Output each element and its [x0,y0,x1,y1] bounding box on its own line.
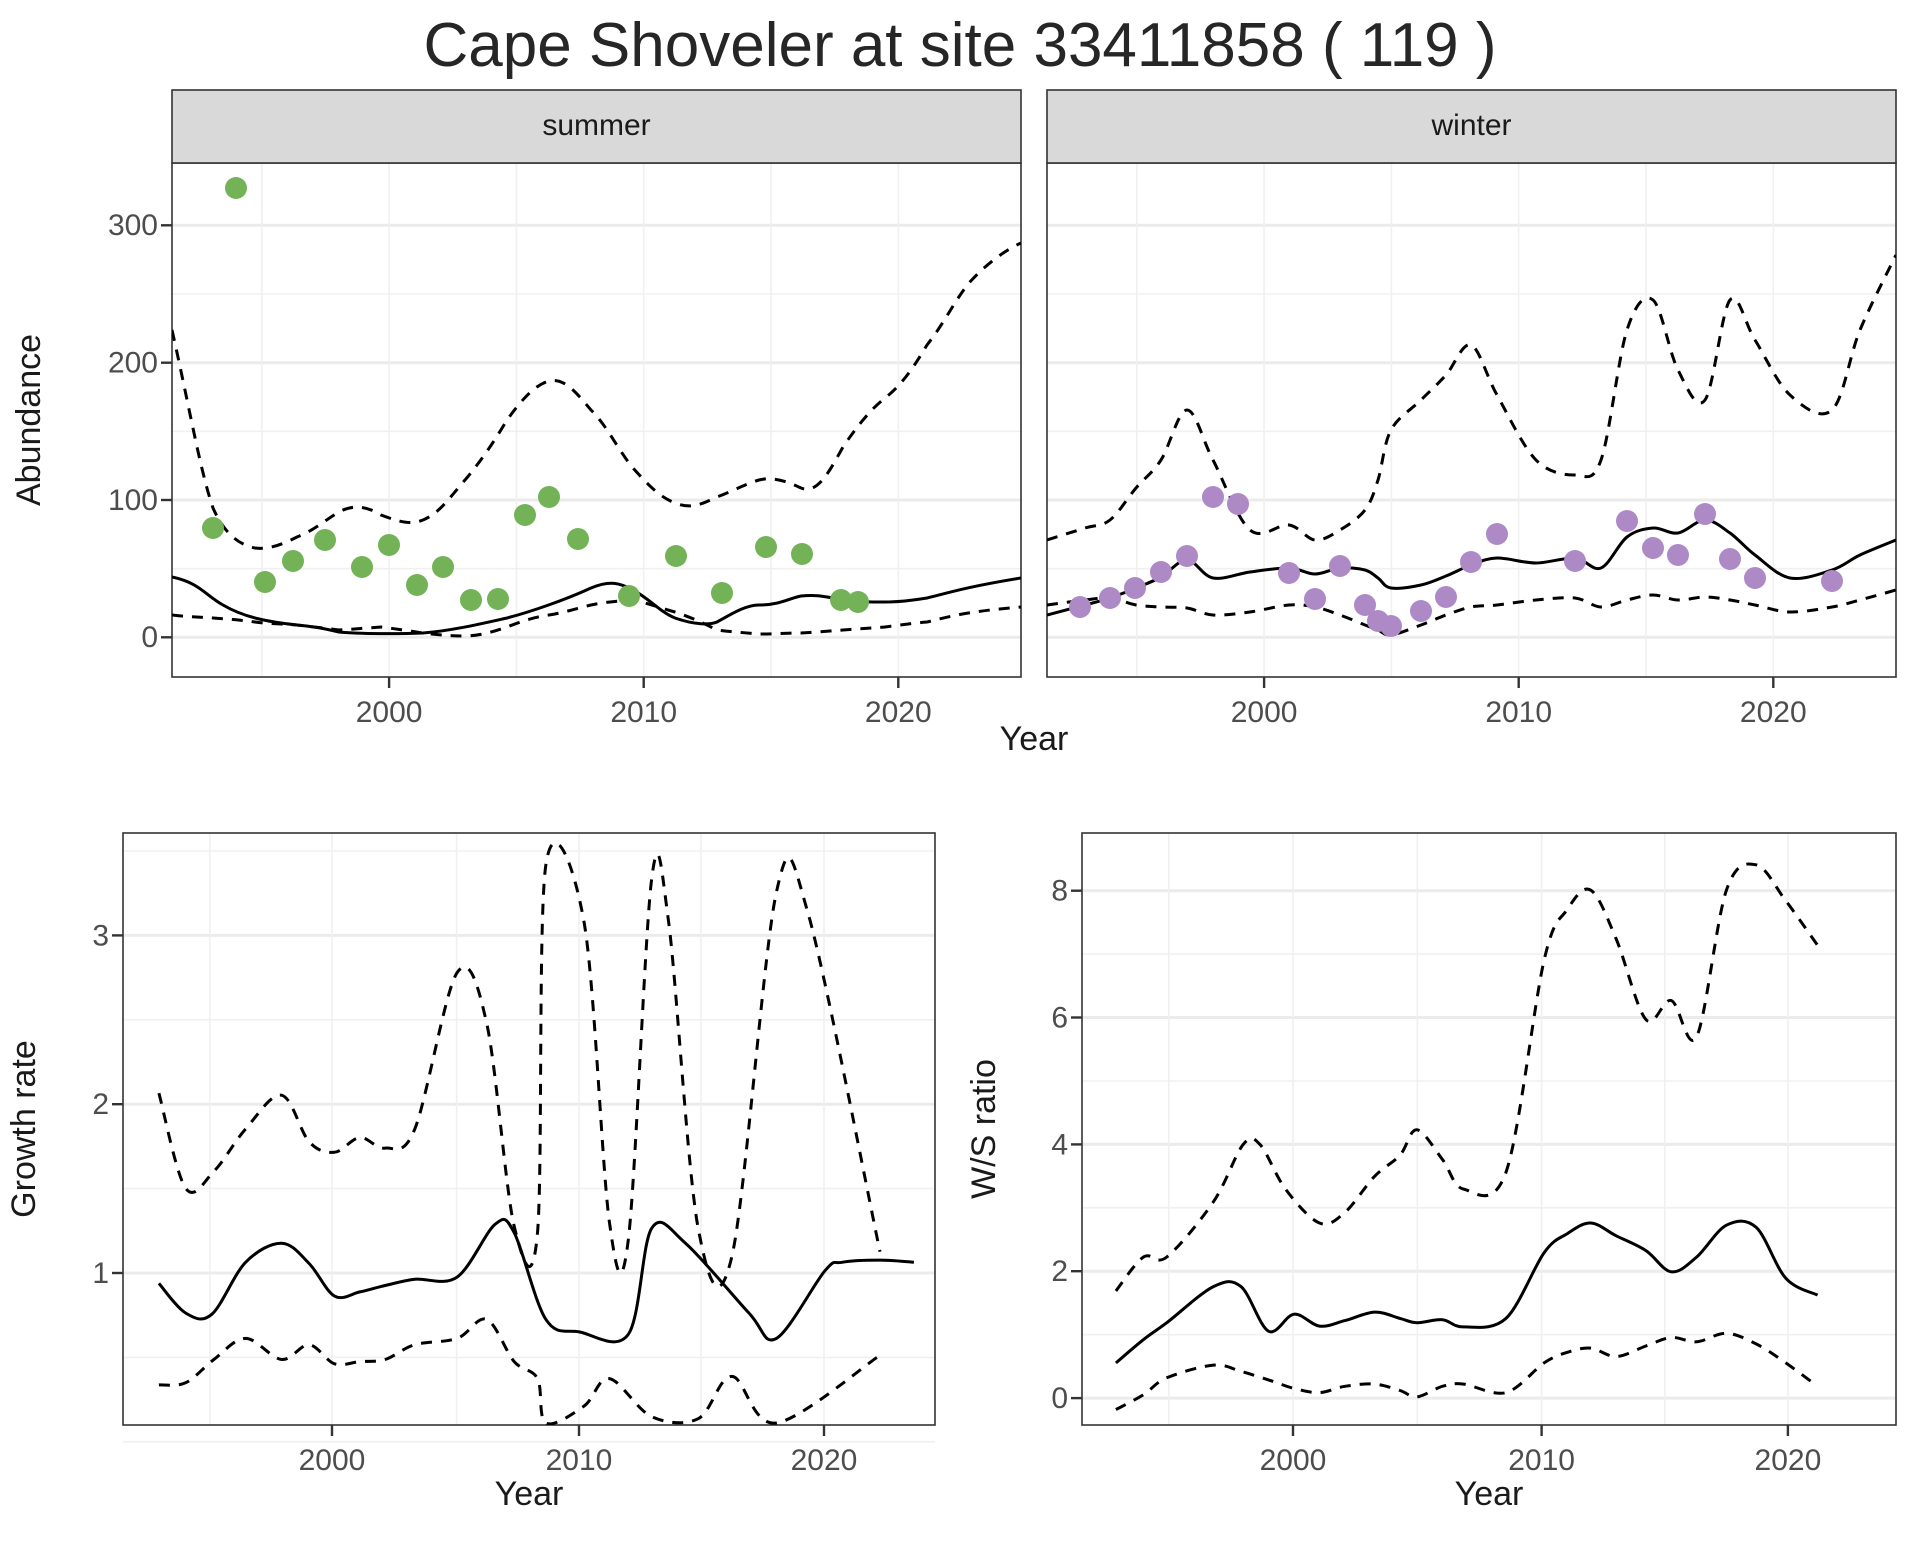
svg-text:Year: Year [1455,1475,1524,1513]
svg-text:2000: 2000 [299,1444,366,1477]
svg-text:winter: winter [1430,109,1511,142]
svg-text:200: 200 [108,347,158,380]
svg-text:2010: 2010 [546,1444,613,1477]
svg-text:2020: 2020 [1755,1444,1822,1477]
svg-text:300: 300 [108,209,158,242]
svg-text:2010: 2010 [1508,1444,1575,1477]
svg-text:Growth rate: Growth rate [5,1040,43,1218]
svg-text:2010: 2010 [610,696,677,729]
svg-text:0: 0 [141,621,158,654]
svg-text:W/S ratio: W/S ratio [965,1059,1003,1199]
svg-text:4: 4 [1051,1128,1068,1161]
svg-text:Year: Year [495,1475,564,1513]
svg-text:2010: 2010 [1485,696,1552,729]
svg-text:8: 8 [1051,875,1068,908]
svg-text:2020: 2020 [791,1444,858,1477]
svg-text:0: 0 [1051,1382,1068,1415]
svg-text:3: 3 [92,919,109,952]
svg-text:100: 100 [108,484,158,517]
svg-text:Year: Year [1000,720,1069,758]
svg-text:Abundance: Abundance [10,334,48,506]
svg-text:2000: 2000 [1231,696,1298,729]
svg-text:2: 2 [92,1088,109,1121]
svg-text:6: 6 [1051,1002,1068,1035]
svg-text:2000: 2000 [1260,1444,1327,1477]
svg-text:2020: 2020 [1740,696,1807,729]
svg-text:summer: summer [542,109,650,142]
svg-text:2: 2 [1051,1255,1068,1288]
svg-text:2020: 2020 [865,696,932,729]
svg-text:2000: 2000 [356,696,423,729]
svg-text:1: 1 [92,1257,109,1290]
